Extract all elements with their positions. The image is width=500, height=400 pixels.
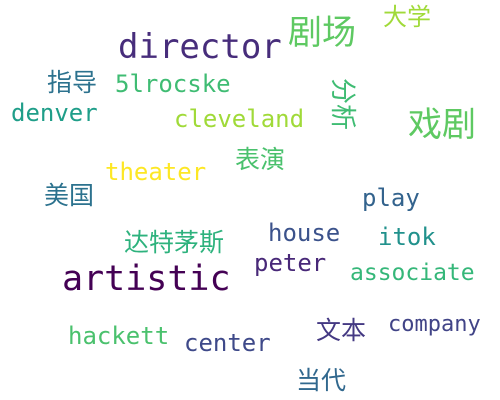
word-hackett: hackett	[68, 322, 170, 350]
word-wenben: 文本	[316, 316, 367, 345]
word-associate: associate	[350, 260, 475, 286]
word-daxue: 大学	[383, 3, 431, 31]
word-zhidao: 指导	[47, 68, 98, 97]
word-company: company	[388, 312, 481, 337]
word-play: play	[362, 184, 420, 212]
word-house: house	[268, 219, 341, 247]
word-center: center	[184, 329, 271, 357]
word-xiju: 戏剧	[408, 105, 476, 145]
word-peter: peter	[254, 249, 327, 277]
word-cleveland: cleveland	[174, 105, 305, 133]
word-director: director	[118, 27, 282, 67]
word-dartmouth: 达特茅斯	[124, 228, 225, 257]
word-juchang: 剧场	[288, 13, 356, 53]
word-fenxi: 分析	[327, 78, 357, 131]
word-theater: theater	[105, 158, 207, 186]
word-5lrocske: 5lrocske	[115, 70, 231, 98]
word-biaoyan: 表演	[235, 145, 286, 174]
word-denver: denver	[11, 99, 98, 127]
word-dangdai: 当代	[296, 366, 347, 395]
word-itok: itok	[378, 223, 436, 251]
word-meiguo: 美国	[44, 181, 95, 210]
word-artistic: artistic	[62, 259, 231, 299]
